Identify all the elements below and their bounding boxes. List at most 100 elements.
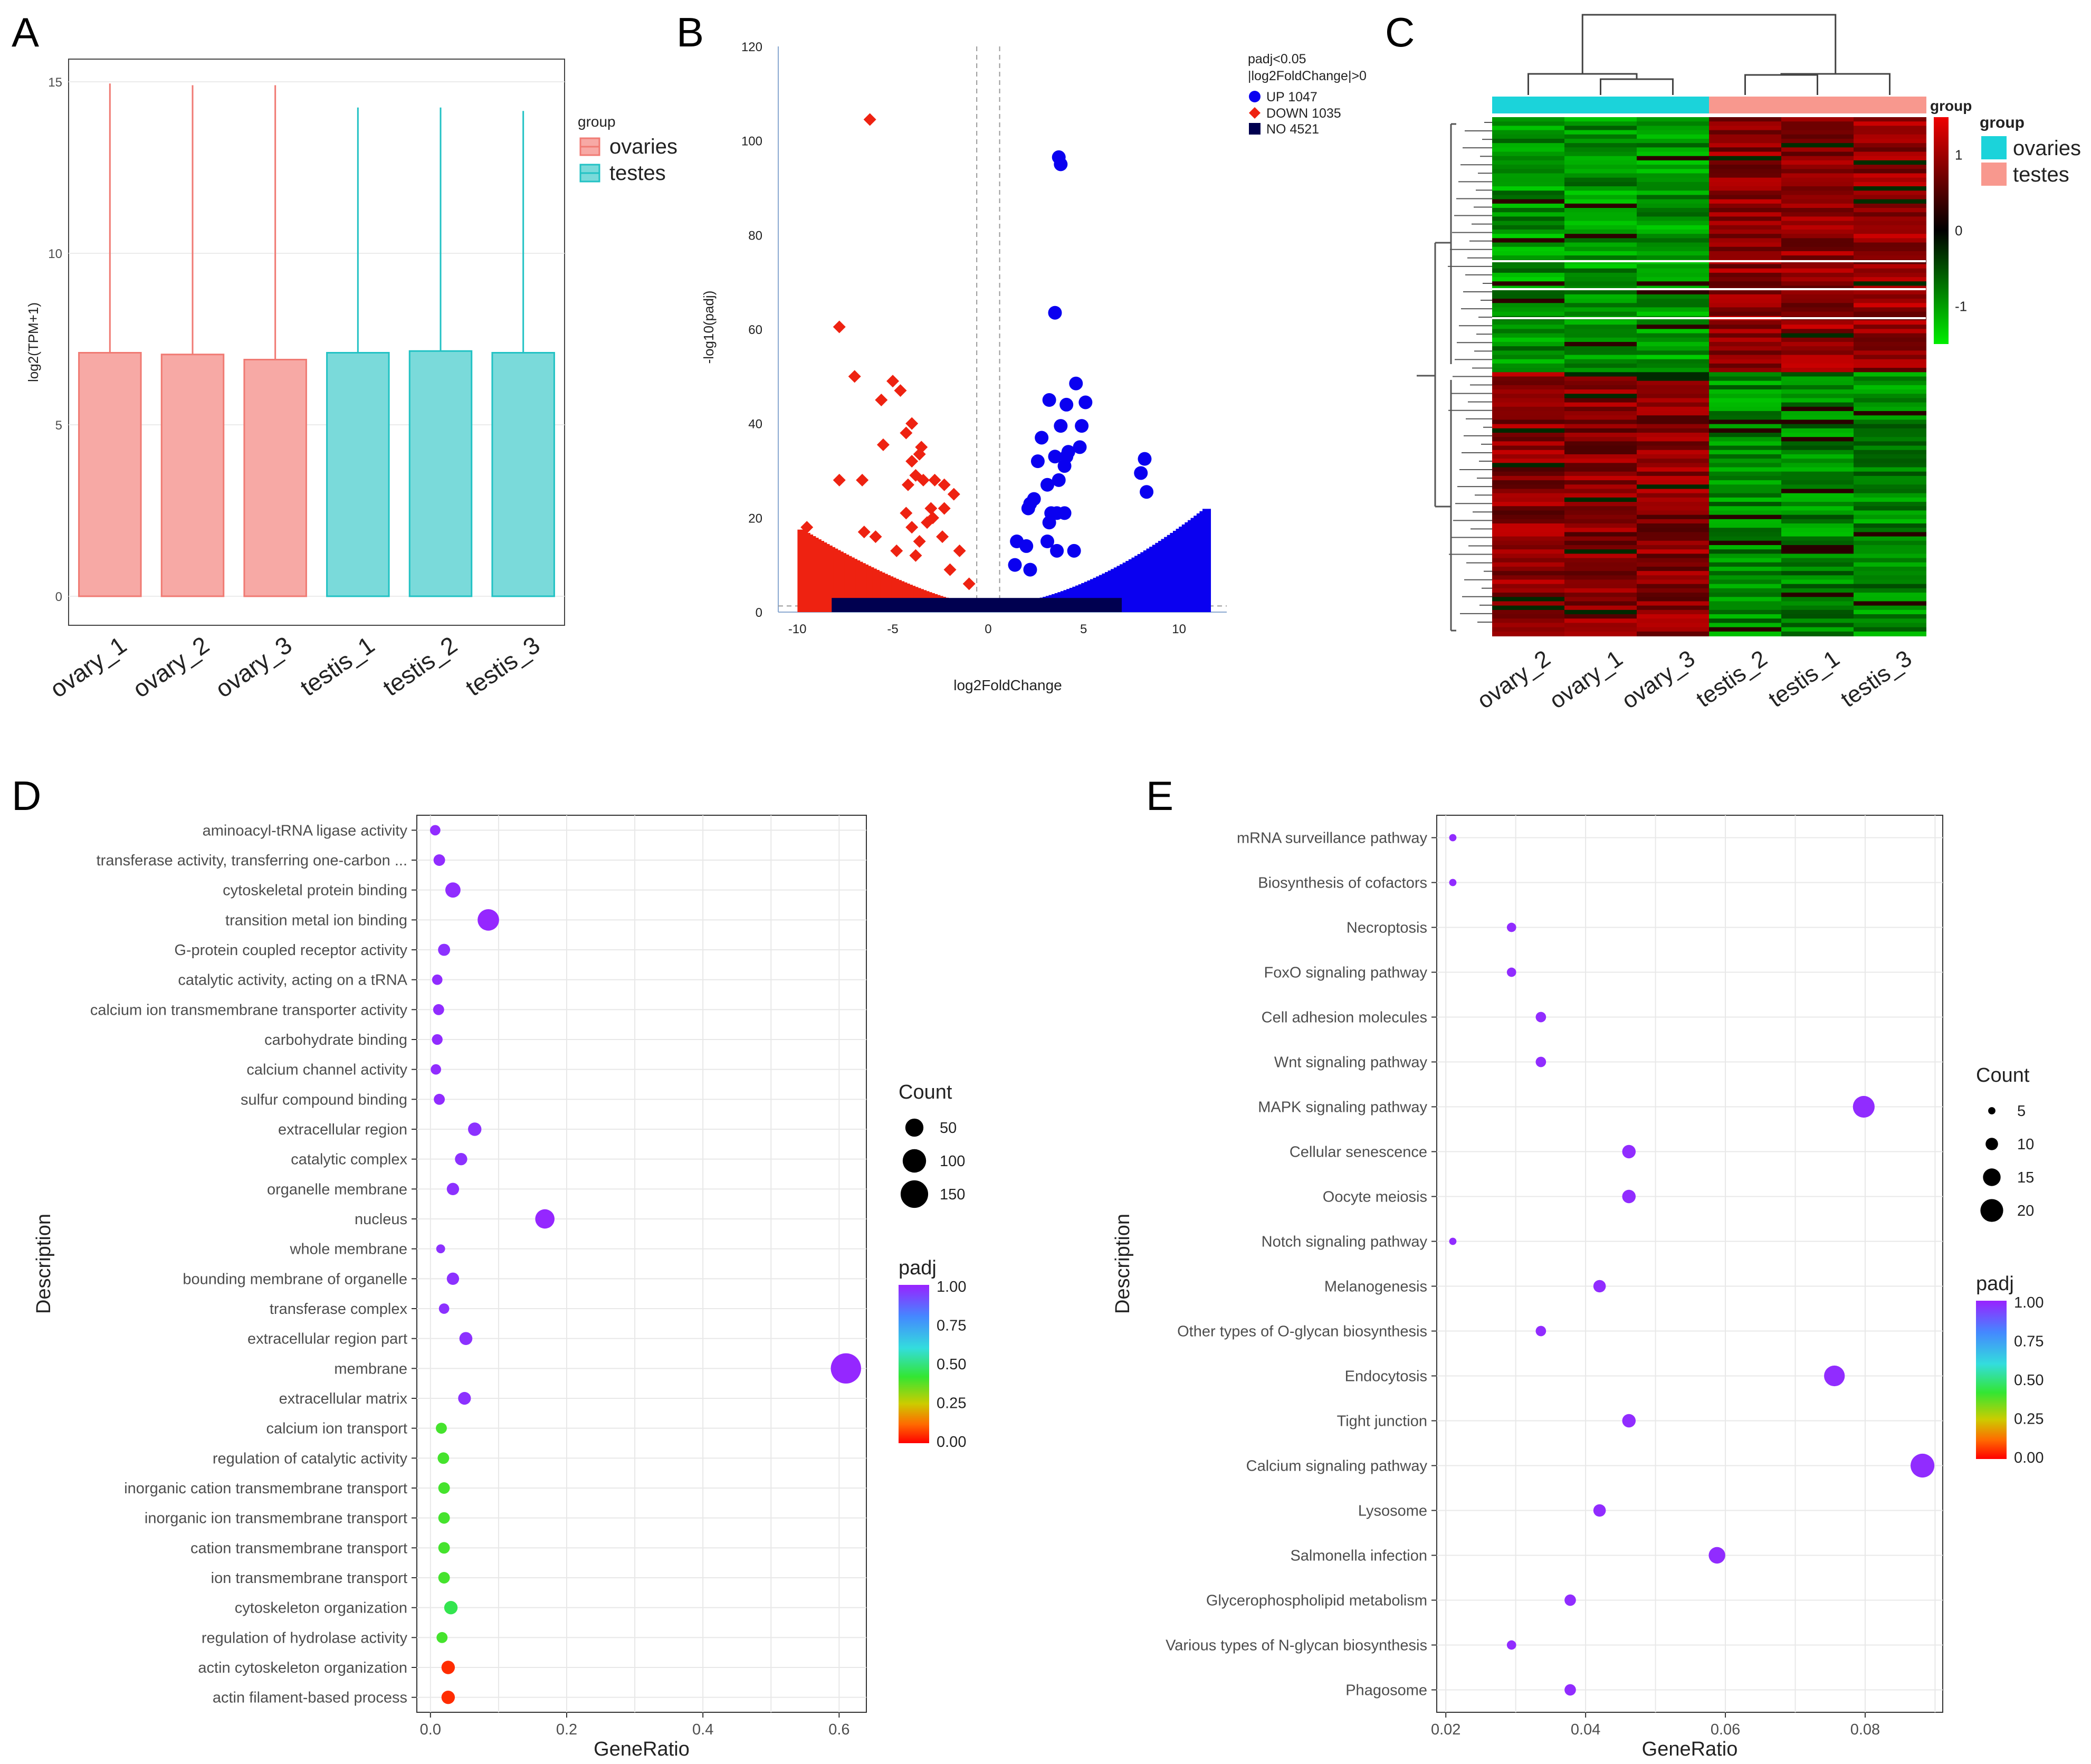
heatmap-cell — [1492, 299, 1565, 304]
category-label: Glycerophospholipid metabolism — [1206, 1593, 1427, 1609]
heatmap-cell — [1709, 337, 1782, 342]
heatmap-cell — [1637, 454, 1710, 460]
up-point — [1073, 440, 1087, 454]
heatmap-cell — [1492, 212, 1565, 217]
heatmap-cell — [1564, 597, 1637, 602]
heatmap-cell — [1637, 294, 1710, 300]
heatmap-cell — [1854, 415, 1926, 421]
heatmap-cell — [1709, 216, 1782, 222]
heatmap-cell — [1781, 467, 1854, 472]
heatmap-cell — [1781, 368, 1854, 373]
heatmap-cell — [1637, 484, 1710, 490]
heatmap-cell — [1709, 272, 1782, 278]
down-point — [921, 516, 934, 529]
legend-label-ovaries: ovaries — [2013, 137, 2081, 160]
heatmap-cell — [1709, 506, 1782, 511]
heatmap-cell — [1564, 571, 1637, 576]
heatmap-cell — [1781, 143, 1854, 148]
heatmap-cell — [1781, 424, 1854, 429]
annotation-cell — [1637, 97, 1710, 113]
heatmap-cell — [1854, 363, 1926, 369]
heatmap-cell — [1492, 350, 1565, 356]
heatmap-cell — [1492, 445, 1565, 451]
heatmap-cell — [1854, 536, 1926, 541]
heatmap-cell — [1637, 325, 1710, 330]
heatmap-cell — [1492, 631, 1565, 636]
column-label: ovary_2 — [1473, 645, 1555, 714]
heatmap-cell — [1637, 134, 1710, 139]
heatmap-cell — [1492, 290, 1565, 295]
heatmap-cell — [1854, 428, 1926, 433]
down-point — [857, 526, 871, 539]
up-point — [1138, 452, 1152, 466]
heatmap-cell — [1781, 203, 1854, 209]
panel-a-boxplot: 051015ovary_1ovary_2ovary_3testis_1testi… — [25, 59, 677, 703]
heatmap-cell — [1709, 177, 1782, 183]
heatmap-cell — [1564, 419, 1637, 425]
heatmap-cell — [1781, 562, 1854, 567]
heatmap-cell — [1781, 554, 1854, 559]
heatmap-cell — [1492, 281, 1565, 287]
x-tick-label: 0.08 — [1850, 1721, 1880, 1738]
panel-d-go-dotplot: aminoacyl-tRNA ligase activity transferas… — [33, 815, 966, 1760]
column-dendrogram — [1581, 14, 1837, 74]
heatmap-cell — [1781, 320, 1854, 326]
heatmap-cell — [1564, 165, 1637, 170]
heatmap-cell — [1781, 333, 1854, 338]
heatmap-cell — [1709, 432, 1782, 438]
heatmap-cell — [1709, 562, 1782, 567]
heatmap-cell — [1709, 169, 1782, 174]
heatmap-cell — [1492, 450, 1565, 455]
heatmap-cell — [1564, 138, 1637, 144]
heatmap-cell — [1709, 601, 1782, 606]
heatmap-cell — [1492, 623, 1565, 628]
heatmap-cell — [1564, 255, 1637, 261]
heatmap-cell — [1854, 208, 1926, 213]
heatmap-cell — [1854, 558, 1926, 563]
heatmap-cell — [1781, 406, 1854, 412]
heatmap-cell — [1564, 406, 1637, 412]
heatmap-cell — [1709, 325, 1782, 330]
heatmap-cell — [1854, 475, 1926, 481]
dot-regulation of catalytic activity — [437, 1452, 450, 1464]
annotation-cell — [1492, 97, 1565, 113]
category-label: transition metal ion binding — [225, 912, 407, 929]
heatmap-cell — [1709, 471, 1782, 476]
padj-legend-tick: 1.00 — [2014, 1294, 2044, 1311]
down-point — [909, 549, 922, 562]
heatmap-cell — [1709, 294, 1782, 300]
up-point — [1042, 516, 1056, 530]
heatmap-cell — [1492, 320, 1565, 326]
heatmap-cell — [1492, 618, 1565, 624]
heatmap-cell — [1564, 160, 1637, 166]
x-tick-label: testis_2 — [378, 631, 462, 702]
column-label: testis_2 — [1692, 645, 1772, 712]
heatmap-cell — [1492, 329, 1565, 334]
heatmap-cell — [1637, 242, 1710, 247]
up-point — [1059, 397, 1074, 412]
up-cloud — [1202, 509, 1211, 612]
legend-label-testes: testes — [609, 161, 666, 185]
heatmap-cell — [1492, 307, 1565, 312]
heatmap-cell — [1709, 143, 1782, 148]
heatmap-cell — [1564, 514, 1637, 520]
heatmap-cell — [1492, 459, 1565, 464]
heatmap-cell — [1564, 169, 1637, 174]
heatmap-cell — [1637, 571, 1710, 576]
heatmap-cell — [1709, 480, 1782, 485]
heatmap-cell — [1637, 593, 1710, 598]
plot-frame — [1436, 815, 1943, 1713]
heatmap-cell — [1492, 160, 1565, 166]
padj-colorbar — [899, 1285, 929, 1443]
heatmap-cell — [1564, 294, 1637, 300]
heatmap-cell — [1781, 497, 1854, 503]
heatmap-cell — [1492, 380, 1565, 386]
heatmap-cell — [1709, 134, 1782, 139]
heatmap-cell — [1637, 156, 1710, 161]
heatmap-cell — [1492, 437, 1565, 442]
heatmap-cell — [1781, 484, 1854, 490]
heatmap-cell — [1492, 471, 1565, 476]
heatmap-cell — [1854, 216, 1926, 222]
heatmap-cell — [1781, 221, 1854, 226]
heatmap-cell — [1781, 506, 1854, 511]
